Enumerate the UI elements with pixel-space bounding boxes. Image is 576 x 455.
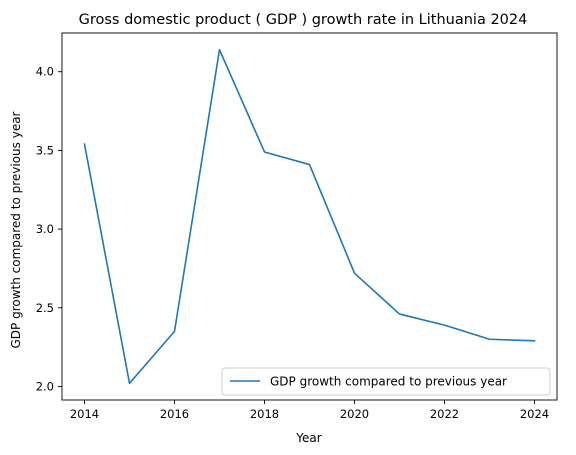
x-tick-label: 2022 bbox=[430, 407, 459, 421]
y-tick-label: 4.0 bbox=[36, 65, 54, 79]
legend-frame bbox=[221, 367, 551, 396]
plot-area: 2014 2016 2018 2020 2022 2024 2.0 2.5 3.0 3.5 4.0 bbox=[36, 32, 558, 421]
x-tick-label: 2014 bbox=[70, 407, 99, 421]
axes-frame bbox=[61, 32, 558, 401]
legend-label: GDP growth compared to previous year bbox=[270, 375, 507, 389]
y-tick-label: 3.5 bbox=[36, 143, 54, 157]
series-line-0 bbox=[83, 48, 536, 385]
y-axis-label: GDP growth compared to previous year bbox=[9, 111, 23, 348]
x-tick-label: 2020 bbox=[340, 407, 369, 421]
y-tick-label: 3.0 bbox=[36, 222, 54, 236]
x-tick-label: 2018 bbox=[250, 407, 279, 421]
x-tick-label: 2024 bbox=[520, 407, 549, 421]
y-tick-label: 2.0 bbox=[36, 379, 54, 393]
x-tick-label: 2016 bbox=[160, 407, 189, 421]
chart-title: Gross domestic product ( GDP ) growth ra… bbox=[79, 12, 528, 28]
legend: GDP growth compared to previous year bbox=[221, 367, 551, 396]
y-tick-label: 2.5 bbox=[36, 301, 54, 315]
x-axis-label: Year bbox=[295, 431, 321, 445]
